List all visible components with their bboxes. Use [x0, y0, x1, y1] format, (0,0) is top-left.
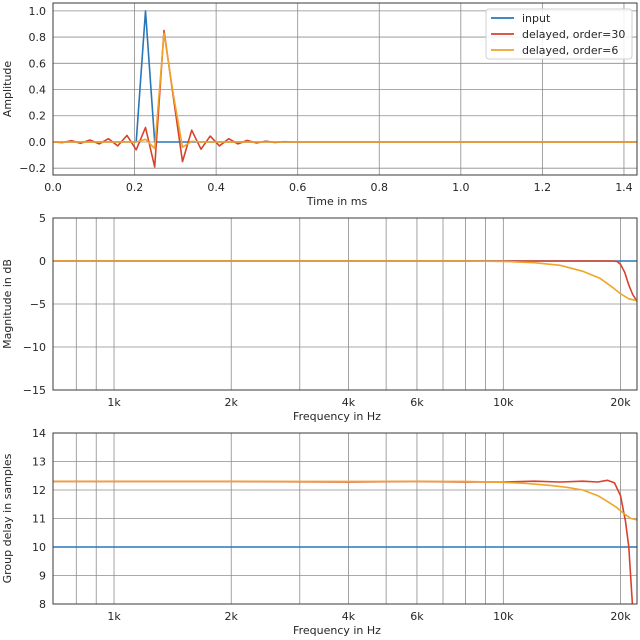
- y-tick-label: 14: [32, 427, 46, 440]
- x-axis-label: Time in ms: [306, 195, 368, 208]
- x-tick-label: 0.2: [126, 181, 144, 194]
- legend-box: [485, 8, 633, 60]
- y-tick-label: 8: [39, 598, 46, 611]
- x-tick-label: 2k: [225, 396, 239, 409]
- y-tick-label: 0.2: [29, 110, 47, 123]
- y-axis-label: Group delay in samples: [1, 453, 14, 583]
- y-tick-label: 11: [32, 513, 46, 526]
- y-axis-label: Magnitude in dB: [1, 259, 14, 349]
- y-tick-label: 0.6: [29, 57, 47, 70]
- y-tick-label: 0.0: [29, 136, 47, 149]
- y-tick-label: −0.2: [19, 162, 46, 175]
- y-tick-label: −15: [23, 384, 46, 397]
- axes-frame: [52, 2, 638, 176]
- y-tick-label: −5: [30, 298, 46, 311]
- axes-frame: [52, 432, 638, 605]
- y-tick-label: 0.4: [29, 84, 47, 97]
- y-tick-label: 9: [39, 570, 46, 583]
- x-tick-label: 1.4: [615, 181, 633, 194]
- y-tick-label: 10: [32, 541, 46, 554]
- y-tick-label: −10: [23, 341, 46, 354]
- group-delay-plot: 1k 2k 4k 6k 10k 20k 8 9 10 11 12 13 14 Frequency in H…: [1, 427, 638, 637]
- y-axis-label: Amplitude: [1, 61, 14, 118]
- series-line-delayed-order-6: [53, 32, 637, 150]
- x-tick-label: 4k: [342, 396, 356, 409]
- legend-entry: input: [522, 12, 551, 25]
- x-axis-label: Frequency in Hz: [293, 624, 381, 637]
- x-tick-label: 6k: [410, 396, 424, 409]
- y-tick-label: 12: [32, 484, 46, 497]
- x-tick-label: 0.6: [289, 181, 307, 194]
- y-tick-label: 0: [39, 255, 46, 268]
- y-tick-label: 0.8: [29, 31, 47, 44]
- series-line-delayed-order-6: [53, 480, 637, 521]
- x-tick-label: 6k: [410, 610, 424, 623]
- series-line-delayed-order-30: [53, 260, 637, 302]
- magnitude-response-plot: 1k 2k 4k 6k 10k 20k −15 −10 −5 0 5 Frequency in Hz M…: [1, 212, 638, 423]
- x-tick-label: 1.0: [452, 181, 470, 194]
- x-tick-label: 10k: [493, 610, 514, 623]
- y-tick-label: 13: [32, 456, 46, 469]
- y-tick-label: 1.0: [29, 5, 47, 18]
- impulse-response-plot: 0.0 0.2 0.4 0.6 0.8 1.0 1.2 1.4 −0.2 0.0 0.2 0.4 0.6…: [1, 2, 638, 208]
- x-tick-label: 1.2: [534, 181, 552, 194]
- x-tick-label: 0.8: [371, 181, 389, 194]
- axes-frame: [52, 217, 638, 391]
- x-tick-label: 1k: [107, 610, 121, 623]
- series-line-delayed-order-30: [53, 479, 634, 604]
- x-tick-label: 0.0: [44, 181, 62, 194]
- legend-entry: delayed, order=30: [522, 28, 625, 41]
- x-tick-label: 1k: [107, 396, 121, 409]
- y-tick-label: 5: [39, 212, 46, 225]
- legend: input delayed, order=30 delayed, order=6: [485, 8, 633, 60]
- x-tick-label: 0.4: [207, 181, 225, 194]
- series-line-delayed-order-6: [53, 260, 637, 302]
- x-tick-label: 20k: [610, 610, 631, 623]
- x-tick-label: 20k: [610, 396, 631, 409]
- x-tick-label: 4k: [342, 610, 356, 623]
- x-axis-label: Frequency in Hz: [293, 410, 381, 423]
- x-tick-label: 10k: [493, 396, 514, 409]
- legend-entry: delayed, order=6: [522, 44, 618, 57]
- x-tick-label: 2k: [225, 610, 239, 623]
